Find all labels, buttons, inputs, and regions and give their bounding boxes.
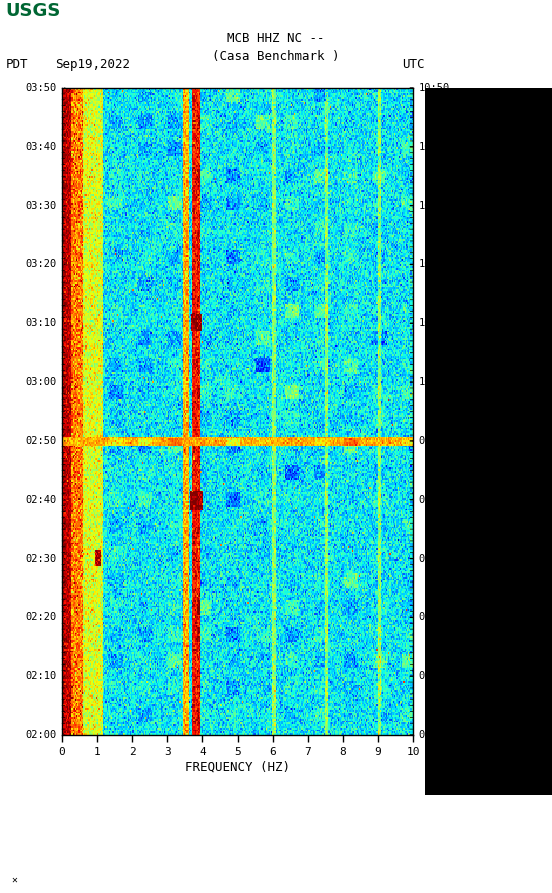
Text: 10:20: 10:20 (418, 260, 450, 270)
X-axis label: FREQUENCY (HZ): FREQUENCY (HZ) (185, 761, 290, 774)
Text: MCB HHZ NC --: MCB HHZ NC -- (227, 32, 325, 45)
Text: 03:40: 03:40 (25, 142, 56, 152)
Text: Sep19,2022: Sep19,2022 (55, 58, 130, 71)
Text: 09:50: 09:50 (418, 436, 450, 446)
Text: 09:00: 09:00 (418, 730, 450, 740)
Text: 02:30: 02:30 (25, 554, 56, 563)
Text: UTC: UTC (402, 58, 424, 71)
Text: 02:20: 02:20 (25, 613, 56, 622)
Text: 10:30: 10:30 (418, 201, 450, 211)
Text: 10:00: 10:00 (418, 377, 450, 387)
Text: (Casa Benchmark ): (Casa Benchmark ) (213, 50, 339, 63)
Text: 03:10: 03:10 (25, 318, 56, 329)
Text: PDT: PDT (6, 58, 28, 71)
Text: 09:40: 09:40 (418, 495, 450, 505)
Text: 03:00: 03:00 (25, 377, 56, 387)
Text: 02:10: 02:10 (25, 672, 56, 681)
Text: 09:10: 09:10 (418, 672, 450, 681)
Text: ✕: ✕ (11, 874, 17, 884)
Text: 09:30: 09:30 (418, 554, 450, 563)
Text: 02:00: 02:00 (25, 730, 56, 740)
Text: 03:30: 03:30 (25, 201, 56, 211)
Text: 10:50: 10:50 (418, 83, 450, 93)
Text: 02:50: 02:50 (25, 436, 56, 446)
Text: 03:20: 03:20 (25, 260, 56, 270)
Text: 02:40: 02:40 (25, 495, 56, 505)
Text: 09:20: 09:20 (418, 613, 450, 622)
Text: 10:10: 10:10 (418, 318, 450, 329)
Text: 03:50: 03:50 (25, 83, 56, 93)
Text: USGS: USGS (6, 2, 61, 20)
Text: 10:40: 10:40 (418, 142, 450, 152)
